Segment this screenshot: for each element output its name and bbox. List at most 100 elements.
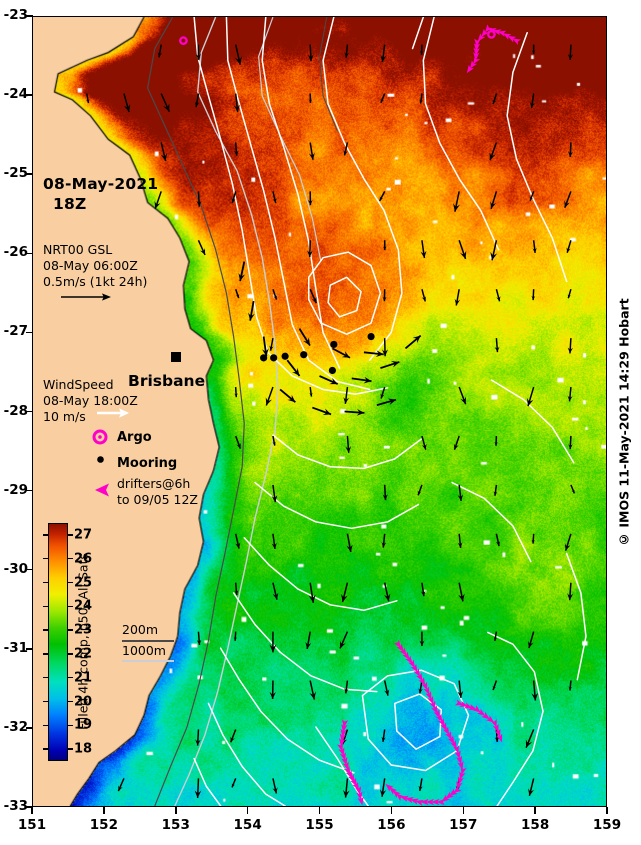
colorbar-tick <box>67 724 73 727</box>
wind-vector-arrow <box>196 631 202 645</box>
wind-vector-arrow <box>495 533 501 547</box>
wind-vector-arrow <box>271 484 278 503</box>
current-vector-arrow <box>261 336 269 357</box>
y-axis-tick <box>26 173 33 175</box>
wind-vector-arrow <box>383 582 391 602</box>
mooring-marker[interactable] <box>367 332 375 341</box>
wind-vector-arrow <box>419 631 425 647</box>
wind-vector-arrow <box>233 631 237 641</box>
depth-legend-1000m-line <box>122 660 174 663</box>
mooring-marker[interactable] <box>281 352 289 360</box>
wind-vector-arrow <box>382 484 388 501</box>
argo-marker[interactable] <box>487 29 496 39</box>
wind-vector-arrow <box>231 191 237 204</box>
wind-vector-arrow <box>342 778 350 798</box>
drifter-track-eddy <box>385 639 467 806</box>
wind-vector-arrow <box>234 288 240 299</box>
mooring-legend-icon <box>97 456 104 463</box>
x-axis-tick-label: 151 <box>17 817 47 833</box>
wind-vector-arrow <box>420 240 427 259</box>
current-streamline <box>219 647 355 774</box>
wind-vector-arrow <box>197 239 206 256</box>
mooring-marker[interactable] <box>328 366 336 375</box>
x-axis-tick-label: 157 <box>449 817 478 833</box>
y-axis-tick-label: -28 <box>3 402 28 419</box>
colorbar-tick-label: 22 <box>74 646 93 662</box>
wind-vector-arrow <box>272 288 278 300</box>
wind-vector-arrow <box>234 44 242 65</box>
wind-vector-arrow <box>453 191 461 212</box>
current-vector-arrow <box>286 359 301 377</box>
wind-vector-arrow <box>568 680 573 691</box>
colorbar-tick <box>43 629 49 631</box>
x-axis-tick-label: 155 <box>305 817 334 833</box>
wind-vector-arrow <box>490 191 498 210</box>
colorbar-tick-label: 23 <box>74 622 93 638</box>
mooring-marker[interactable] <box>300 351 308 359</box>
wind-vector-arrow <box>307 44 314 62</box>
mooring-legend-label: Mooring <box>117 456 178 471</box>
y-axis-tick <box>26 806 33 808</box>
wind-vector-arrow <box>421 435 427 450</box>
mooring-marker[interactable] <box>260 354 268 362</box>
current-source-label: NRT00 GSL <box>43 242 113 257</box>
colorbar-tick <box>43 724 49 727</box>
x-axis-tick <box>462 807 464 814</box>
current-streamline <box>506 32 568 283</box>
wind-vector-arrow <box>234 387 238 398</box>
depth-contour-legend: 200m 1000m <box>122 622 174 663</box>
colorbar-tick-label: 21 <box>74 670 93 686</box>
city-label-brisbane: Brisbane <box>128 372 206 390</box>
current-streamline <box>193 17 389 395</box>
colorbar-tick <box>43 700 49 703</box>
depth-legend-200m-line <box>122 639 174 642</box>
wind-vector-arrow <box>308 93 313 103</box>
y-axis-tick <box>26 94 33 96</box>
mooring-marker[interactable] <box>330 340 338 349</box>
wind-vector-arrow <box>528 778 535 796</box>
colorbar-gradient <box>48 523 68 761</box>
wind-vector-arrow <box>490 240 498 261</box>
wind-vector-arrow <box>271 533 277 550</box>
wind-vector-arrow <box>492 680 498 691</box>
argo-marker[interactable] <box>179 36 188 46</box>
current-vector-arrow <box>380 361 400 369</box>
map-panel[interactable] <box>32 16 607 807</box>
wind-vector-arrow <box>234 582 239 596</box>
wind-vector-arrow <box>230 729 237 743</box>
wind-time-label: 08-May 18:00Z <box>43 393 138 408</box>
wind-vector-arrow <box>380 386 386 399</box>
colorbar: 27 26 25 24 23 22 21 20 19 18 <box>43 523 92 761</box>
colorbar-tick <box>67 605 73 608</box>
y-axis-tick <box>26 410 33 413</box>
current-vector-arrow <box>344 408 365 416</box>
wind-vector-arrow <box>344 680 349 694</box>
wind-vector-arrow <box>346 533 353 553</box>
depth-legend-200m-label: 200m <box>122 622 159 637</box>
depth-legend-1000m-label: 1000m <box>122 642 166 658</box>
current-streamline <box>490 379 575 464</box>
wind-vector-arrow <box>160 93 170 113</box>
wind-vector-arrow <box>529 93 535 109</box>
argo-legend-label: Argo <box>117 430 152 445</box>
colorbar-tick <box>43 557 49 560</box>
x-axis-tick <box>103 807 105 814</box>
drifter-legend-label-line1: drifters@6h <box>117 476 191 491</box>
wind-vector-arrow <box>157 44 163 58</box>
wind-vector-arrow <box>458 386 467 405</box>
current-streamline <box>193 757 222 806</box>
colorbar-tick <box>43 676 49 679</box>
credit-label: © IMOS 11-May-2021 14:29 Hobart <box>616 298 632 547</box>
wind-vector-arrow <box>269 680 276 699</box>
wind-source-label: WindSpeed <box>43 377 114 392</box>
mooring-marker[interactable] <box>270 354 278 362</box>
wind-vector-arrow <box>529 191 535 201</box>
wind-vector-arrow <box>196 191 202 207</box>
y-axis-tick-label: -29 <box>3 481 28 498</box>
bathymetry-contour <box>174 17 279 806</box>
y-axis-tick <box>26 727 33 729</box>
colorbar-tick <box>67 653 73 655</box>
current-vector-arrow <box>238 261 246 282</box>
wind-vector-arrow <box>194 778 202 799</box>
